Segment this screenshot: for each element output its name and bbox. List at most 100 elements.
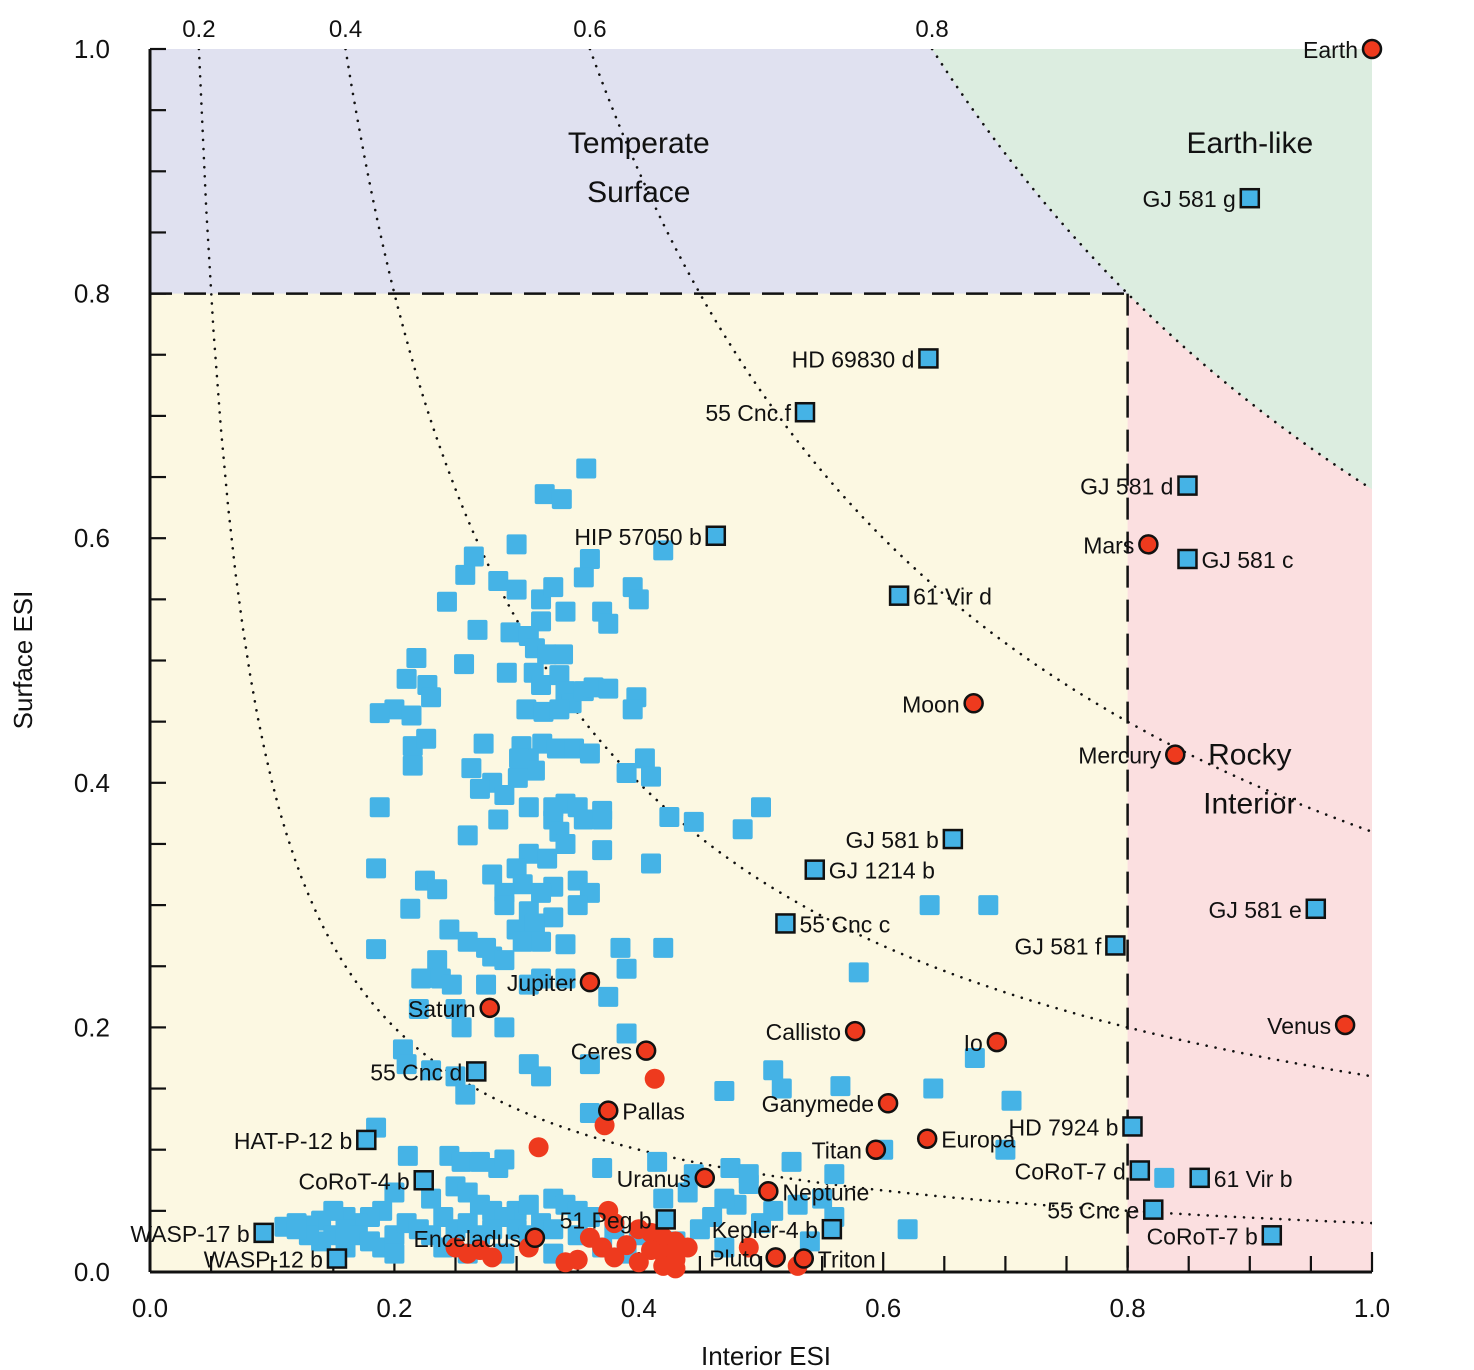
exoplanet-point — [469, 1151, 490, 1172]
exoplanet-point — [1001, 1090, 1022, 1111]
exoplanet-point — [516, 699, 537, 720]
exoplanet-point — [714, 1237, 735, 1258]
exoplanet-point — [634, 748, 655, 769]
y-tick-label-0-4: 0.4 — [74, 768, 110, 798]
exoplanet-point — [579, 548, 600, 569]
exoplanet-point — [677, 1182, 698, 1203]
solar-system-point — [528, 1137, 549, 1158]
solar-system-label-pluto: Pluto — [709, 1245, 761, 1271]
exoplanet-point — [616, 958, 637, 979]
exoplanet-point — [549, 699, 570, 720]
solar-system-label-triton: Triton — [818, 1247, 876, 1273]
exoplanet-point — [964, 1047, 985, 1068]
x-tick-label-0-0: 0.0 — [132, 1293, 168, 1323]
exoplanet-point — [653, 540, 674, 561]
solar-system-label-saturn: Saturn — [408, 996, 476, 1022]
exoplanet-point — [579, 743, 600, 764]
exoplanet-point — [732, 819, 753, 840]
exoplanet-point — [598, 986, 619, 1007]
exoplanet-label-55-cnc-e: 55 Cnc e — [1047, 1198, 1139, 1224]
solar-system-label-earth: Earth — [1303, 37, 1358, 63]
solar-system-marker-neptune — [758, 1181, 779, 1202]
exoplanet-point — [494, 950, 515, 971]
exoplanet-point — [555, 934, 576, 955]
solar-system-marker-europa — [916, 1128, 938, 1149]
solar-system-label-pallas: Pallas — [622, 1099, 685, 1125]
exoplanet-point — [500, 622, 521, 643]
exoplanet-point — [824, 1164, 845, 1185]
solar-system-marker-earth — [1361, 38, 1383, 60]
exoplanet-label-gj-581-f: GJ 581 f — [1014, 933, 1102, 959]
exoplanet-point — [396, 1054, 417, 1075]
x-axis-title: Interior ESI — [701, 1341, 831, 1370]
exoplanet-point — [400, 898, 421, 919]
exoplanet-point — [366, 858, 387, 879]
exoplanet-label-hat-p-12-b: HAT-P-12 b — [234, 1128, 352, 1154]
exoplanet-point — [714, 1080, 735, 1101]
exoplanet-point — [546, 738, 567, 759]
exoplanet-label-55-cnc-d: 55 Cnc d — [370, 1059, 462, 1085]
exoplanet-point — [628, 589, 649, 610]
exoplanet-point — [401, 705, 422, 726]
exoplanet-point — [524, 760, 545, 781]
solar-system-point — [738, 1237, 759, 1258]
exoplanet-marker-wasp-17-b — [253, 1222, 274, 1244]
exoplanet-label-hip-57050-b: HIP 57050 b — [574, 524, 701, 550]
exoplanet-label-corot-7-b: CoRoT-7 b — [1147, 1223, 1258, 1249]
exoplanet-label-gj-581-g: GJ 581 g — [1142, 186, 1235, 212]
solar-system-marker-moon — [963, 693, 984, 714]
exoplanet-point — [579, 1103, 600, 1124]
x-tick-label-0-8: 0.8 — [1110, 1293, 1146, 1323]
solar-system-marker-mars — [1138, 534, 1159, 555]
exoplanet-label-corot-4-b: CoRoT-4 b — [299, 1168, 410, 1194]
exoplanet-label-wasp-12-b: WASP-12 b — [204, 1247, 323, 1273]
exoplanet-point — [506, 534, 527, 555]
exoplanet-point — [455, 564, 476, 585]
exoplanet-point — [537, 644, 558, 665]
solar-system-label-europa: Europa — [941, 1127, 1015, 1153]
solar-system-marker-pluto — [765, 1247, 786, 1268]
exoplanet-point — [507, 767, 528, 788]
exoplanet-point — [524, 913, 545, 934]
region-labels: Temperate Surface Earth-like Rocky Interior — [568, 127, 1313, 821]
solar-system-marker-titan — [865, 1139, 887, 1160]
y-tick-label-0-0: 0.0 — [74, 1257, 110, 1287]
solar-system-point — [445, 1237, 466, 1258]
solar-system-marker-jupiter — [579, 971, 601, 993]
iso-esi-curve-0-8 — [930, 49, 1372, 491]
exoplanet-point — [467, 619, 488, 640]
exoplanet-point — [469, 778, 490, 799]
exoplanet-point — [286, 1219, 307, 1240]
exoplanet-point — [978, 895, 999, 916]
exoplanet-marker-gj-1214-b — [804, 859, 826, 880]
region-label-rocky: Rocky — [1208, 738, 1291, 771]
exoplanet-point — [494, 1149, 515, 1170]
exoplanet-point — [534, 484, 555, 505]
exoplanet-point — [473, 733, 494, 754]
labeled-points: GJ 581 g HD 69830 d 55 Cnc f GJ 581 d GJ 581… — [130, 37, 1383, 1273]
exoplanet-point — [454, 654, 475, 675]
solar-system-point — [665, 1258, 686, 1279]
exoplanet-point — [439, 919, 460, 940]
exoplanet-point — [598, 678, 619, 699]
exoplanet-point — [551, 489, 572, 510]
exoplanet-point — [531, 968, 552, 989]
exoplanet-point — [616, 763, 637, 784]
region-background-earth-like — [932, 49, 1372, 490]
exoplanet-point — [848, 962, 869, 983]
exoplanet-marker-corot-4-b — [413, 1170, 434, 1191]
exoplanet-point — [751, 797, 771, 818]
exoplanet-point — [653, 937, 674, 958]
exoplanet-point — [659, 807, 680, 828]
exoplanet-point — [384, 1182, 405, 1203]
exoplanet-point — [506, 858, 527, 879]
exoplanet-point — [494, 785, 515, 806]
exoplanet-label-hd-69830-d: HD 69830 d — [792, 346, 915, 372]
solar-system-point — [604, 1213, 625, 1234]
exoplanet-point — [592, 809, 613, 830]
solar-system-point — [482, 1247, 503, 1268]
iso-esi-label-0-4: 0.4 — [329, 16, 362, 43]
solar-system-label-io: Io — [964, 1030, 983, 1056]
exoplanet-point — [441, 974, 462, 995]
exoplanet-point — [384, 1243, 405, 1264]
